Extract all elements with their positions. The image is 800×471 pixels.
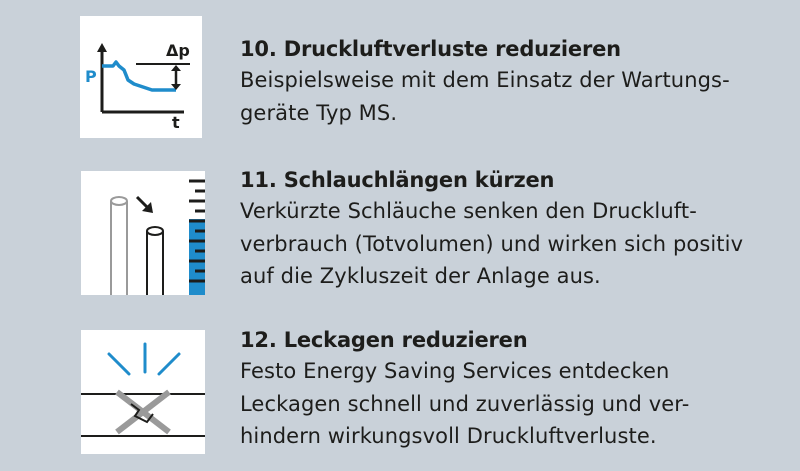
item-body-line: hindern wirkungsvoll Druckluftverluste.: [240, 424, 657, 448]
item-text: 12. Leckagen reduzieren Festo Energy Sav…: [240, 325, 689, 453]
y-axis-label: P: [85, 67, 97, 86]
item-body-line: Beispielsweise mit dem Einsatz der Wartu…: [240, 68, 730, 92]
item-body-line: Festo Energy Saving Services entdecken: [240, 359, 670, 383]
item-body-line: Verkürzte Schläuche senken den Druckluft…: [240, 199, 697, 223]
item-body-line: Leckagen schnell und zuverlässig und ver…: [240, 391, 690, 416]
item-text: 11. Schlauchlängen kürzen Verkürzte Schl…: [240, 165, 743, 293]
pressure-loss-graph-icon: Δp P t: [80, 16, 202, 138]
item-body-line: verbrauch (Totvolumen) und wirken sich p…: [240, 231, 744, 256]
item-body-line: auf die Zykluszeit der Anlage aus.: [240, 264, 601, 288]
item-title: 10. Druckluftverluste reduzieren: [240, 37, 621, 61]
item-title: 11. Schlauchlängen kürzen: [240, 168, 555, 192]
item-text: 10. Druckluftverluste reduzieren Beispie…: [240, 34, 730, 129]
delta-p-label: Δp: [166, 41, 190, 60]
tube-length-icon: [81, 171, 205, 295]
leak-icon: [81, 330, 205, 454]
item-title: 12. Leckagen reduzieren: [240, 328, 528, 352]
x-axis-label: t: [172, 113, 180, 132]
item-body-line: geräte Typ MS.: [240, 100, 398, 125]
